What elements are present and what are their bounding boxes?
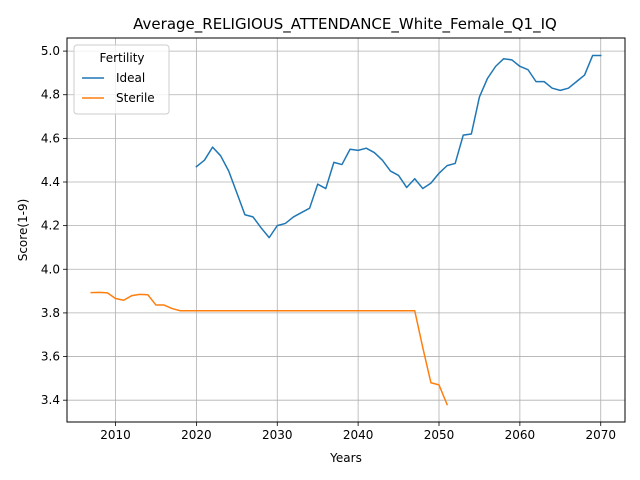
x-axis-label: Years	[329, 451, 362, 465]
series-line-ideal	[195, 54, 602, 239]
legend-box	[73, 44, 170, 115]
legend-label-sterile: Sterile	[116, 91, 155, 105]
y-tick-label: 3.4	[41, 393, 60, 407]
x-tick-label: 2050	[424, 428, 455, 442]
y-tick-label: 4.4	[41, 175, 60, 189]
plot-frame	[66, 37, 626, 423]
legend-label-ideal: Ideal	[116, 71, 145, 85]
x-tick-label: 2030	[262, 428, 293, 442]
axis-ticks: 2010 2020 2030 2040 2050 2060 2070 3.4 3.6 3.8 4.0…	[41, 44, 616, 442]
x-tick-label: 2070	[585, 428, 616, 442]
grid-lines	[67, 38, 625, 422]
legend: Fertility Ideal Sterile	[73, 44, 170, 115]
series-line-sterile	[90, 291, 449, 406]
y-tick-label: 4.0	[41, 262, 60, 276]
chart-title: Average_RELIGIOUS_ATTENDANCE_White_Femal…	[133, 15, 557, 34]
y-axis-label: Score(1-9)	[16, 199, 30, 262]
x-tick-label: 2040	[343, 428, 374, 442]
y-tick-label: 5.0	[41, 44, 60, 58]
y-tick-label: 4.8	[41, 88, 60, 102]
y-tick-label: 4.2	[41, 219, 60, 233]
legend-title: Fertility	[99, 51, 144, 65]
x-tick-label: 2020	[181, 428, 212, 442]
y-tick-label: 3.6	[41, 350, 60, 364]
series-lines	[90, 54, 602, 406]
x-tick-label: 2060	[505, 428, 536, 442]
y-tick-label: 3.8	[41, 306, 60, 320]
x-tick-label: 2010	[100, 428, 131, 442]
y-tick-label: 4.6	[41, 131, 60, 145]
